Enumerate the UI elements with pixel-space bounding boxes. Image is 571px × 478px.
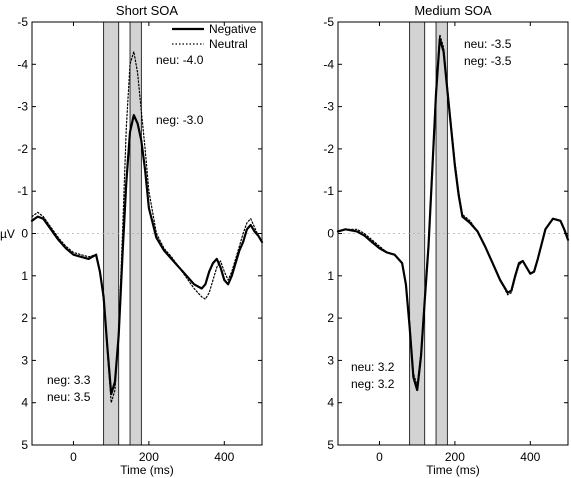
short-soa-y-tick-label: 5 (21, 438, 28, 452)
medium-soa-x-tick-label: 400 (520, 450, 540, 464)
short-soa-x-axis-label: Time (ms) (120, 463, 174, 477)
short-soa-y-axis-label: µV (0, 227, 15, 241)
short-soa-y-tick-label: -3 (17, 100, 28, 114)
short-soa-neutral-line (31, 50, 263, 404)
medium-soa-series-lines (336, 34, 570, 392)
medium-soa-y-tick-label: 3 (327, 353, 334, 367)
medium-soa-y-tick-label: -1 (323, 184, 334, 198)
short-soa-annotation-neu-peak: neu: -4.0 (156, 53, 204, 67)
short-soa-x-ticks: 0 200 400 (70, 22, 235, 464)
short-soa-y-tick-label: 3 (21, 353, 28, 367)
medium-soa-negative-line (336, 37, 570, 392)
legend-neutral-label: Neutral (209, 37, 248, 51)
medium-soa-x-tick-label: 0 (376, 450, 383, 464)
short-soa-y-tick-label: 4 (21, 396, 28, 410)
medium-soa-neutral-line (337, 34, 569, 387)
medium-soa-y-tick-label: -2 (323, 142, 334, 156)
medium-soa-x-ticks: 0 200 400 (376, 22, 541, 464)
medium-soa-y-tick-label: -4 (323, 57, 334, 71)
medium-soa-x-axis-label: Time (ms) (426, 463, 480, 477)
legend-negative-label: Negative (209, 22, 257, 36)
short-soa-panel: Short SOA -5 -4 -3 -2 -1 0 1 2 3 4 5 0 200 400 µV Ti… (0, 3, 264, 477)
short-soa-x-tick-label: 200 (139, 450, 159, 464)
medium-soa-y-tick-label: -5 (323, 15, 334, 29)
short-soa-annotation-neg-peak: neg: -3.0 (156, 113, 204, 127)
short-soa-y-tick-label: -5 (17, 15, 28, 29)
short-soa-y-tick-label: -1 (17, 184, 28, 198)
medium-soa-annotation-neg-trough: neg: 3.2 (351, 377, 395, 391)
medium-soa-shaded-window-2 (435, 21, 448, 446)
medium-soa-title: Medium SOA (414, 3, 492, 18)
legend: Negative Neutral (172, 22, 257, 51)
short-soa-y-tick-label: 0 (21, 227, 28, 241)
short-soa-y-tick-label: 2 (21, 311, 28, 325)
medium-soa-y-tick-label: 5 (327, 438, 334, 452)
medium-soa-y-tick-label: 2 (327, 311, 334, 325)
medium-soa-annotation-neu-peak: neu: -3.5 (464, 37, 512, 51)
short-soa-y-tick-label: -4 (17, 57, 28, 71)
medium-soa-y-tick-label: 0 (327, 227, 334, 241)
short-soa-x-tick-label: 400 (214, 450, 234, 464)
short-soa-annotation-neg-trough: neg: 3.3 (47, 373, 91, 387)
short-soa-annotation-neu-trough: neu: 3.5 (47, 390, 91, 404)
medium-soa-y-tick-label: -3 (323, 100, 334, 114)
short-soa-x-tick-label: 0 (70, 450, 77, 464)
medium-soa-panel: Medium SOA -5 -4 -3 -2 -1 0 1 2 3 4 5 0 200 400 Time… (323, 3, 570, 477)
short-soa-y-ticks: -5 -4 -3 -2 -1 0 1 2 3 4 5 (17, 15, 262, 452)
short-soa-negative-line (30, 113, 264, 396)
medium-soa-y-tick-label: 1 (327, 269, 334, 283)
medium-soa-y-ticks: -5 -4 -3 -2 -1 0 1 2 3 4 5 (323, 15, 568, 452)
short-soa-y-tick-label: 1 (21, 269, 28, 283)
short-soa-shaded-window-2 (129, 21, 142, 446)
medium-soa-annotation-neg-peak: neg: -3.5 (464, 54, 512, 68)
short-soa-y-tick-label: -2 (17, 142, 28, 156)
medium-soa-x-tick-label: 200 (445, 450, 465, 464)
short-soa-title: Short SOA (116, 3, 178, 18)
short-soa-series-lines (30, 50, 264, 404)
medium-soa-y-tick-label: 4 (327, 396, 334, 410)
medium-soa-annotation-neu-trough: neu: 3.2 (351, 360, 395, 374)
